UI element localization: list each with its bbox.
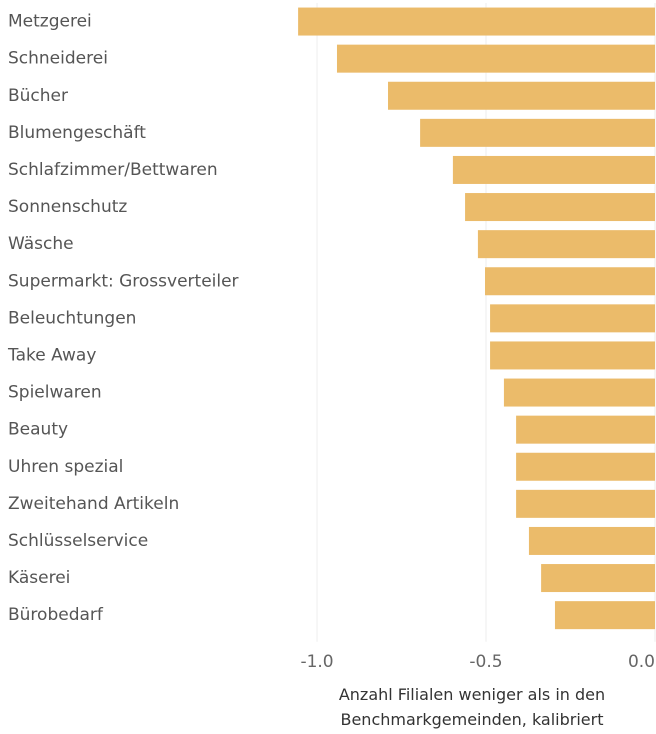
- y-tick-label: Sonnenschutz: [8, 197, 127, 217]
- bar: [516, 489, 655, 518]
- y-tick-label: Schlafzimmer/Bettwaren: [8, 160, 218, 180]
- y-tick-label: Supermarkt: Grossverteiler: [8, 271, 239, 291]
- bar: [516, 415, 655, 444]
- x-tick-label: -1.0: [300, 652, 333, 672]
- y-tick-label: Beleuchtungen: [8, 308, 136, 328]
- bar: [485, 267, 655, 296]
- y-tick-label: Take Away: [7, 345, 96, 365]
- y-tick-label: Schlüsselservice: [8, 531, 148, 551]
- y-tick-label: Schneiderei: [8, 49, 108, 69]
- bar: [477, 230, 655, 259]
- bar: [554, 601, 655, 630]
- x-axis-title: Anzahl Filialen weniger als in den Bench…: [338, 685, 606, 729]
- bar: [490, 304, 655, 333]
- bar: [420, 118, 655, 147]
- y-tick-label: Bücher: [8, 86, 68, 106]
- x-tick-label: -0.5: [469, 652, 502, 672]
- bar: [388, 81, 655, 110]
- y-tick-label: Uhren spezial: [8, 457, 123, 477]
- y-tick-label: Wäsche: [8, 234, 74, 254]
- y-tick-label: Spielwaren: [8, 383, 102, 403]
- bar: [503, 378, 655, 407]
- bar: [465, 193, 655, 222]
- y-tick-label: Käserei: [8, 568, 70, 588]
- bar: [516, 452, 655, 481]
- bar: [298, 7, 655, 36]
- bar: [528, 526, 655, 555]
- bar: [490, 341, 655, 370]
- x-tick-label: 0.0: [628, 652, 655, 672]
- y-tick-label: Metzgerei: [8, 12, 92, 32]
- y-tick-label: Beauty: [8, 420, 68, 440]
- bar: [541, 564, 655, 593]
- bar: [452, 155, 655, 184]
- y-tick-label: Bürobedarf: [8, 605, 104, 625]
- y-tick-label: Zweitehand Artikeln: [8, 494, 179, 514]
- y-tick-label: Blumengeschäft: [8, 123, 146, 143]
- bar: [336, 44, 655, 73]
